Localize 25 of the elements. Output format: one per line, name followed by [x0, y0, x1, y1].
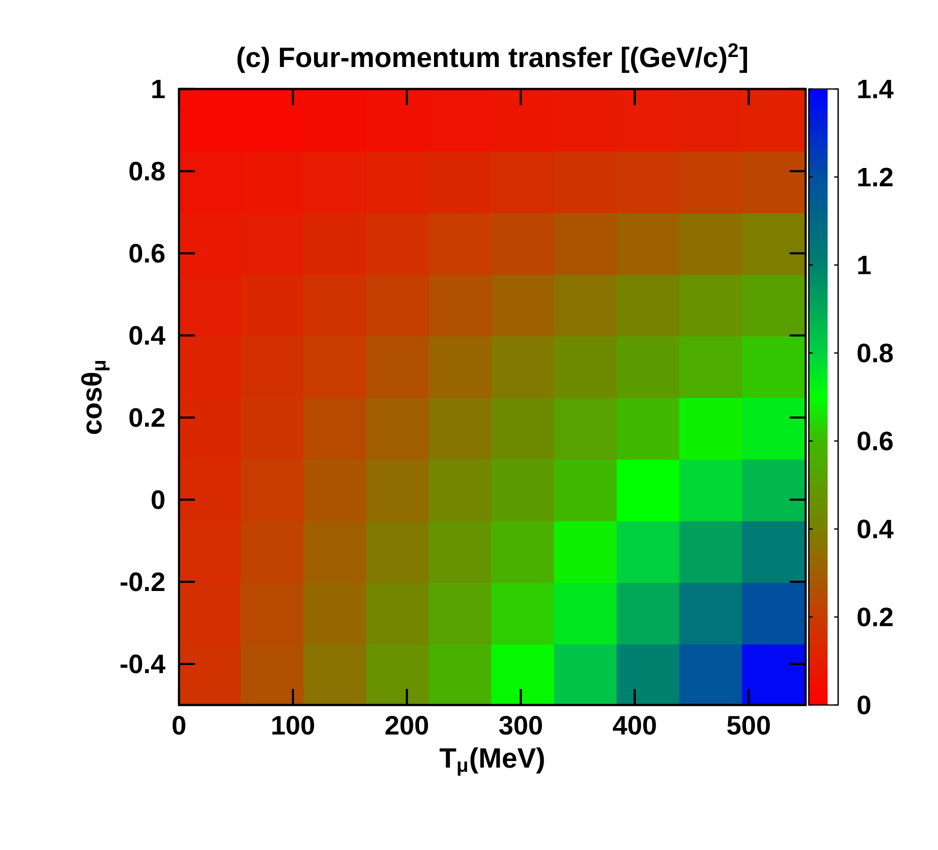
color-bar-label: 1.2 [858, 168, 893, 186]
y-tick-label: 0.2 [129, 408, 164, 427]
color-bar-label: 1 [858, 256, 871, 274]
chart-title: (c) Four-momentum transfer [(GeV/c)$^{2}$] [237, 43, 748, 73]
y-axis-title: cosθ$_{μ}$ [81, 360, 110, 434]
y-tick-label: 0.8 [129, 162, 165, 181]
color-bar-label: 0.8 [858, 344, 893, 362]
x-tick-label: 500 [727, 716, 770, 735]
y-tick-label: 1 [152, 80, 165, 98]
color-bar-label: 0 [858, 696, 870, 714]
color-bar-label: 1.4 [858, 80, 894, 98]
y-tick-label: 0.4 [129, 326, 166, 345]
x-tick-label: 300 [499, 716, 542, 735]
x-tick-label: 0 [172, 716, 186, 735]
x-tick-label: 100 [272, 716, 314, 735]
y-tick-label: -0.2 [120, 572, 164, 592]
y-tick-label: 0.6 [129, 244, 165, 263]
color-bar-label: 0.6 [858, 432, 893, 450]
x-tick-label: 400 [612, 716, 656, 735]
y-tick-label: -0.4 [120, 654, 166, 674]
y-tick-label: 0 [152, 490, 164, 510]
color-bar-label: 0.4 [858, 520, 894, 538]
color-bar-label: 0.2 [858, 608, 893, 626]
x-axis-title: T$_{μ}$(MeV) [440, 747, 544, 776]
x-tick-label: 200 [386, 716, 428, 735]
